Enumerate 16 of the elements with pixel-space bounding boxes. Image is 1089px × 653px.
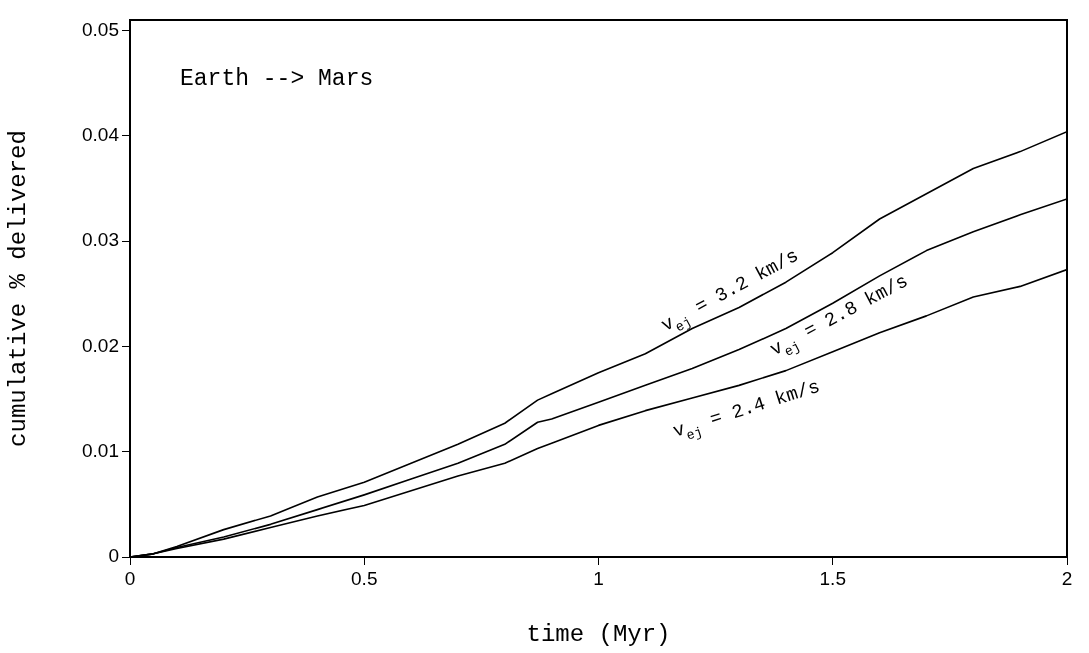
x-tick-label: 1.5	[819, 567, 846, 589]
y-tick-label: 0.01	[82, 439, 119, 461]
x-tick-label: 0.5	[351, 567, 378, 589]
annotation: Earth --> Mars	[180, 66, 374, 92]
y-tick-label: 0.03	[82, 229, 119, 251]
x-tick-label: 0	[124, 567, 136, 589]
text: vej = 2.4 km/s	[670, 375, 823, 444]
y-tick-label: 0	[108, 545, 119, 567]
text: vej = 3.2 km/s	[657, 244, 803, 337]
y-tick-label: 0.05	[82, 18, 119, 40]
x-axis-title: time (Myr)	[526, 620, 671, 648]
y-axis-title: cumulative % delivered	[4, 130, 32, 447]
x-tick-label: 2	[1061, 567, 1073, 589]
x-tick-label: 1	[593, 567, 604, 589]
y-tick-label: 0.04	[82, 124, 120, 146]
y-tick-label: 0.02	[82, 334, 119, 356]
